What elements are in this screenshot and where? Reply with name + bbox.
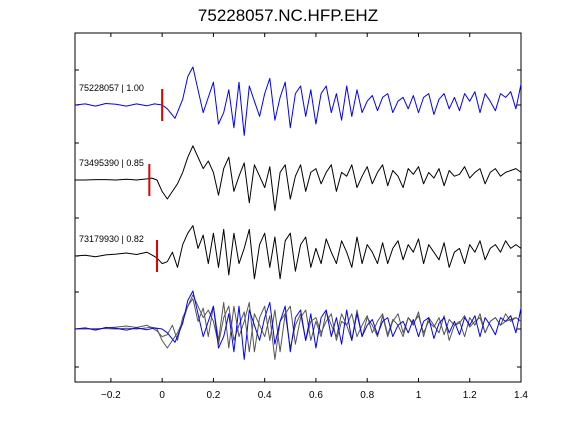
overlay-trace-1 xyxy=(75,294,522,360)
chart-title: 75228057.NC.HFP.EHZ xyxy=(197,6,379,25)
overlay-trace-0 xyxy=(74,290,522,360)
xtick-label: 0.6 xyxy=(309,390,323,401)
trace-label-2: 73179930 | 0.82 xyxy=(79,234,144,244)
trace-labels: 75228057 | 1.00 73495390 | 0.85 73179930 |… xyxy=(79,83,144,244)
overlay-trace-2 xyxy=(74,298,522,353)
xtick-label: 0.8 xyxy=(360,390,374,401)
xtick-label: 0.2 xyxy=(206,390,220,401)
trace-label-0: 75228057 | 1.00 xyxy=(79,83,144,93)
xtick-label: −0.2 xyxy=(101,390,121,401)
xtick-label: 0 xyxy=(159,390,165,401)
xtick-label: 1.2 xyxy=(463,390,477,401)
plot-frame xyxy=(74,32,522,383)
trace-1 xyxy=(75,145,522,211)
trace-0 xyxy=(74,66,522,136)
xtick-label: 1 xyxy=(416,390,422,401)
xtick-label: 0.4 xyxy=(258,390,272,401)
x-axis: −0.2 0 0.2 0.4 0.6 0.8 1 1.2 1.4 xyxy=(101,33,528,401)
traces xyxy=(74,66,522,360)
xtick-label: 1.4 xyxy=(514,390,528,401)
trace-label-1: 73495390 | 0.85 xyxy=(79,158,144,168)
trace-2 xyxy=(74,225,522,280)
